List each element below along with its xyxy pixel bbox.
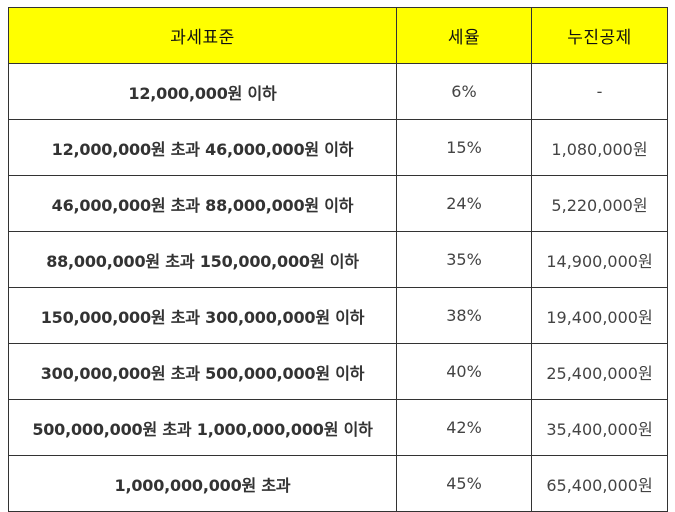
cell-tax-bracket: 150,000,000원 초과 300,000,000원 이하 [8, 287, 397, 344]
tax-rate-table-container: 과세표준 세율 누진공제 12,000,000원 이하 6% - 12,000,… [8, 7, 668, 512]
cell-tax-rate: 15% [396, 119, 532, 176]
cell-tax-rate: 24% [396, 175, 532, 232]
table-header-row: 과세표준 세율 누진공제 [8, 7, 668, 64]
cell-tax-bracket: 88,000,000원 초과 150,000,000원 이하 [8, 231, 397, 288]
cell-deduction: 35,400,000원 [531, 399, 668, 456]
header-tax-base: 과세표준 [8, 7, 397, 64]
cell-tax-rate: 42% [396, 399, 532, 456]
table-row: 150,000,000원 초과 300,000,000원 이하 38% 19,4… [8, 287, 668, 344]
cell-tax-rate: 40% [396, 343, 532, 400]
tax-rate-table: 과세표준 세율 누진공제 12,000,000원 이하 6% - 12,000,… [8, 7, 668, 512]
table-row: 12,000,000원 초과 46,000,000원 이하 15% 1,080,… [8, 119, 668, 176]
cell-deduction: 14,900,000원 [531, 231, 668, 288]
cell-deduction: 1,080,000원 [531, 119, 668, 176]
table-row: 300,000,000원 초과 500,000,000원 이하 40% 25,4… [8, 343, 668, 400]
cell-tax-bracket: 300,000,000원 초과 500,000,000원 이하 [8, 343, 397, 400]
table-row: 500,000,000원 초과 1,000,000,000원 이하 42% 35… [8, 399, 668, 456]
header-progressive-deduction: 누진공제 [531, 7, 668, 64]
cell-deduction: 65,400,000원 [531, 455, 668, 512]
cell-tax-bracket: 1,000,000,000원 초과 [8, 455, 397, 512]
cell-tax-rate: 45% [396, 455, 532, 512]
table-row: 88,000,000원 초과 150,000,000원 이하 35% 14,90… [8, 231, 668, 288]
cell-deduction: 19,400,000원 [531, 287, 668, 344]
cell-tax-rate: 38% [396, 287, 532, 344]
cell-tax-rate: 35% [396, 231, 532, 288]
cell-tax-bracket: 12,000,000원 초과 46,000,000원 이하 [8, 119, 397, 176]
cell-deduction: - [531, 63, 668, 120]
table-row: 1,000,000,000원 초과 45% 65,400,000원 [8, 455, 668, 512]
table-row: 12,000,000원 이하 6% - [8, 63, 668, 120]
cell-tax-rate: 6% [396, 63, 532, 120]
cell-tax-bracket: 500,000,000원 초과 1,000,000,000원 이하 [8, 399, 397, 456]
cell-tax-bracket: 12,000,000원 이하 [8, 63, 397, 120]
cell-deduction: 25,400,000원 [531, 343, 668, 400]
cell-deduction: 5,220,000원 [531, 175, 668, 232]
header-tax-rate: 세율 [396, 7, 532, 64]
table-row: 46,000,000원 초과 88,000,000원 이하 24% 5,220,… [8, 175, 668, 232]
cell-tax-bracket: 46,000,000원 초과 88,000,000원 이하 [8, 175, 397, 232]
